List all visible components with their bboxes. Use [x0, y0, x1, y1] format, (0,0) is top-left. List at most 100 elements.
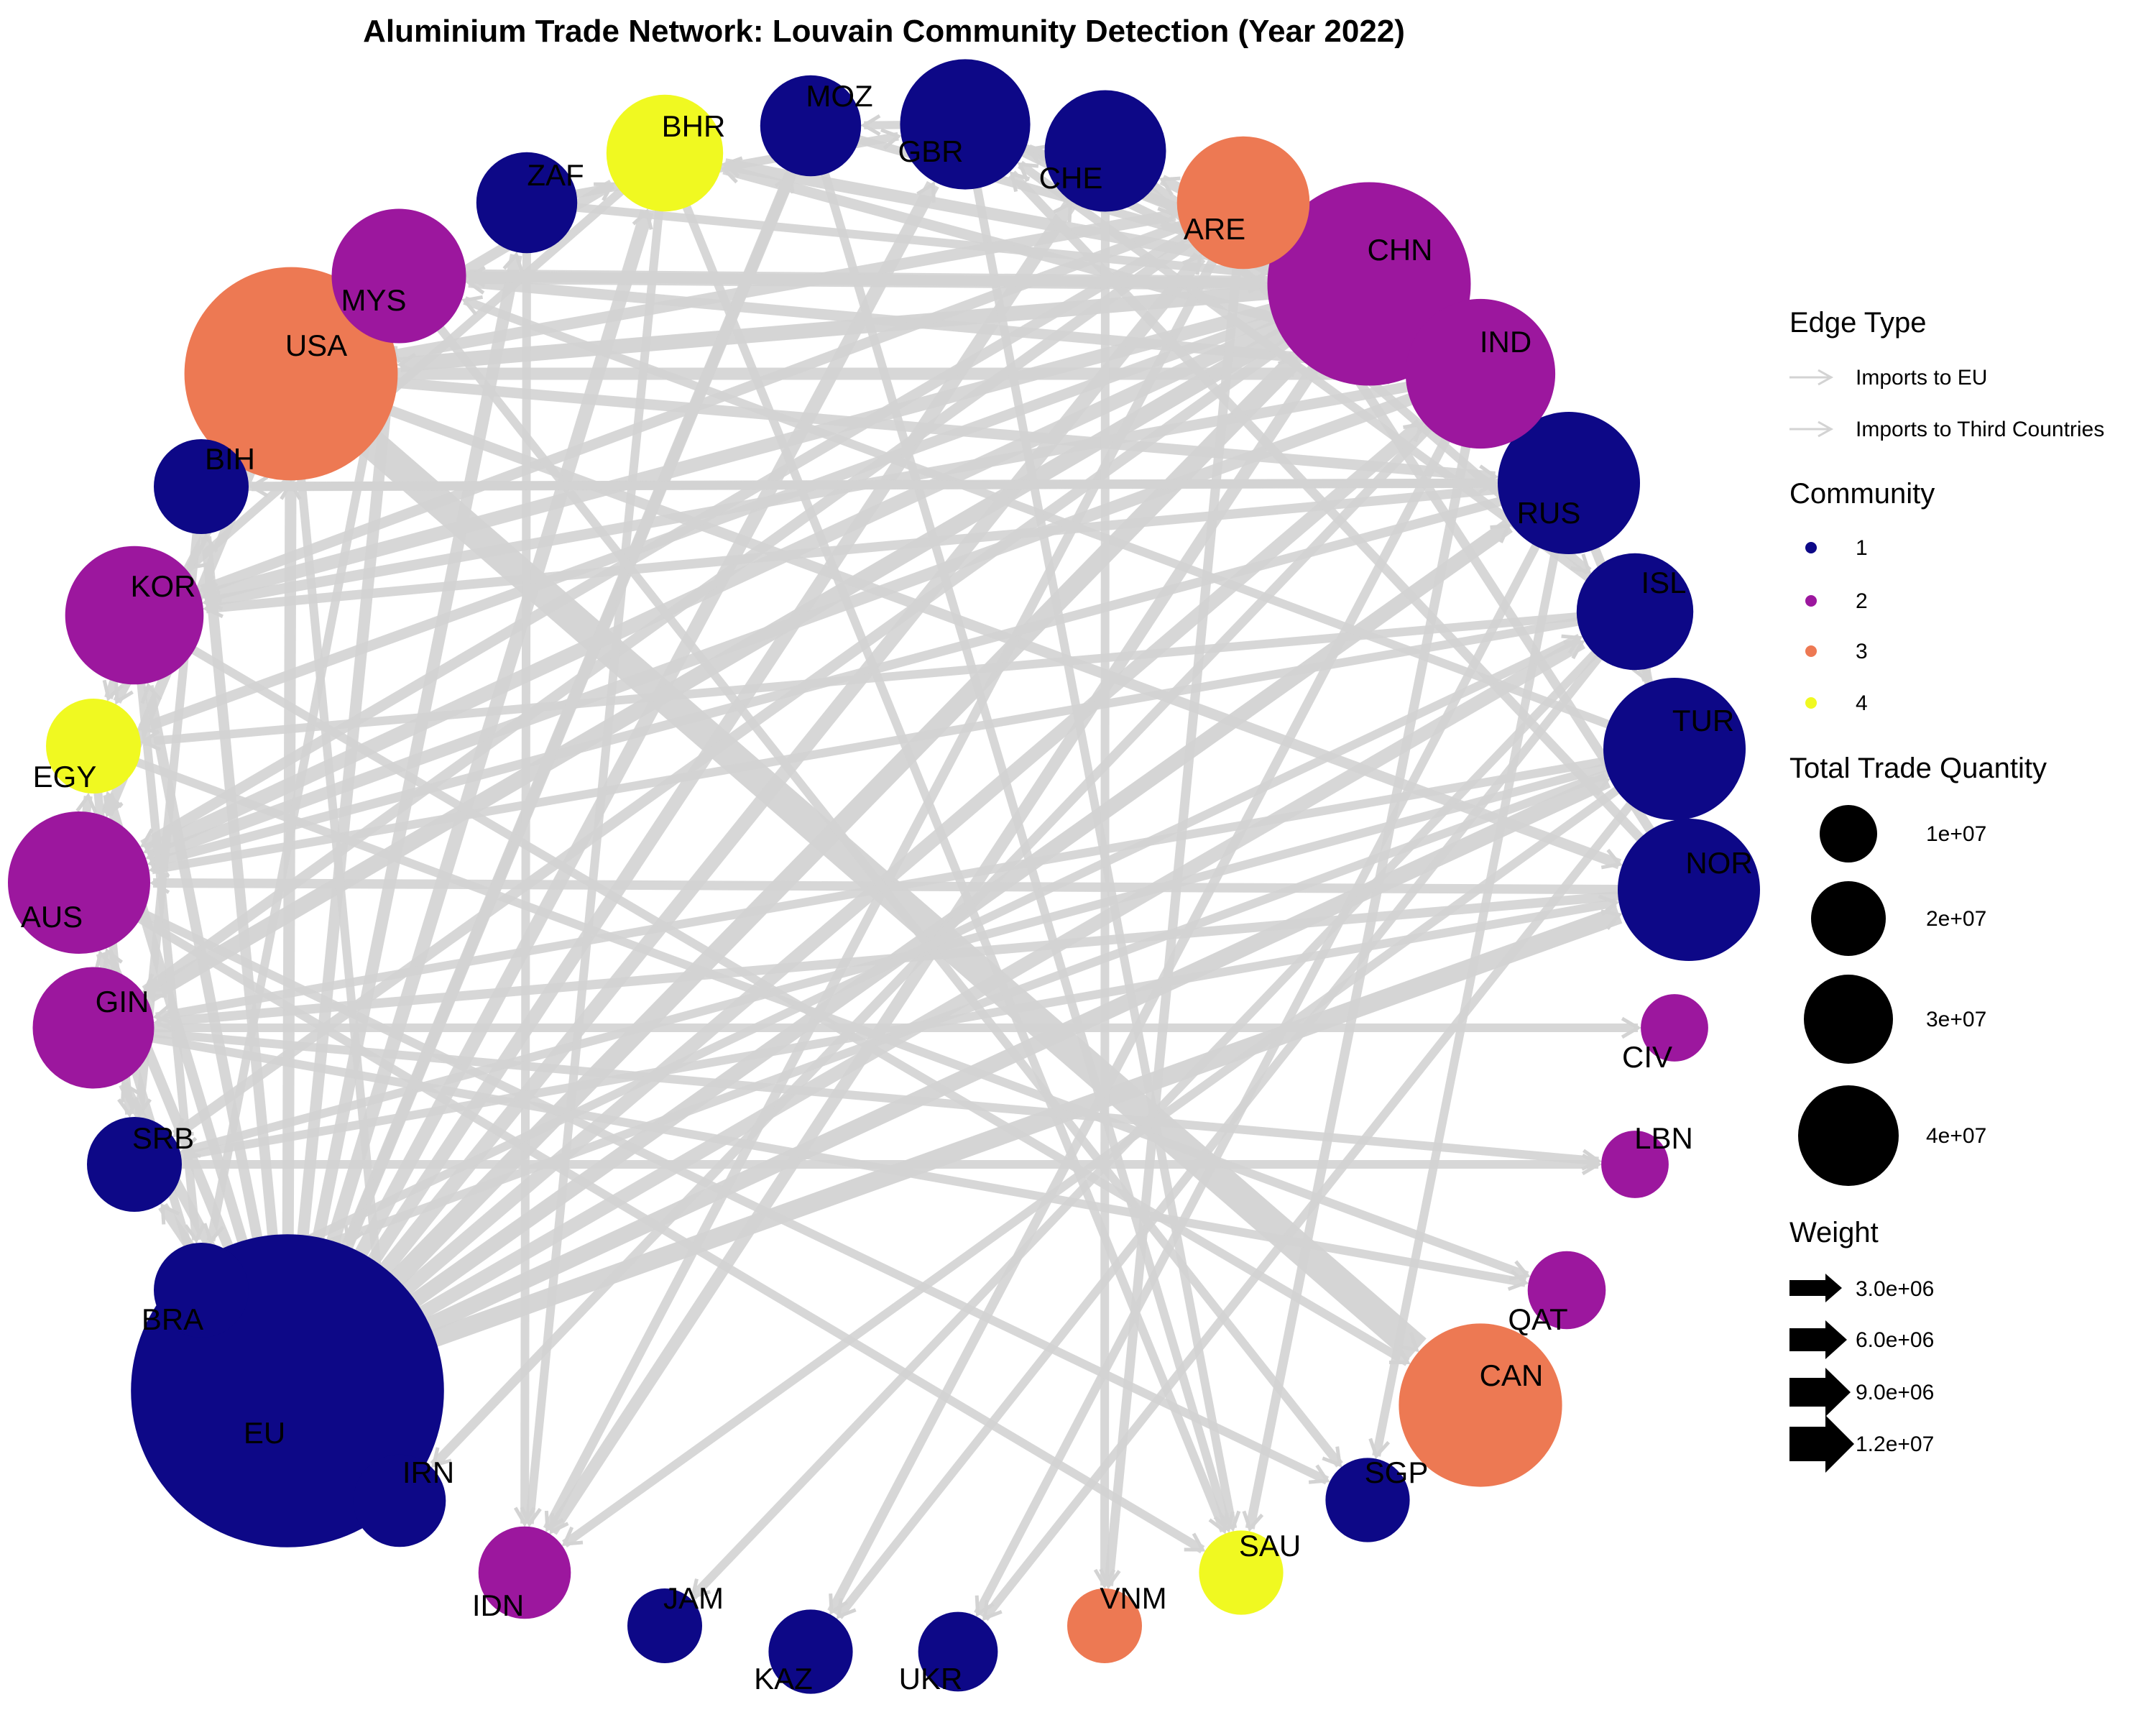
edge: [513, 202, 536, 1527]
edge-arrowhead: [1248, 272, 1268, 294]
edge: [134, 1153, 1603, 1176]
node-bra: [154, 1243, 249, 1338]
edge-arrowhead: [1478, 472, 1498, 494]
edge-line: [152, 878, 1690, 895]
node-sgp: [1325, 1458, 1410, 1542]
node-can: [1399, 1323, 1562, 1487]
edge-line: [660, 151, 1229, 1533]
node-egy: [46, 699, 141, 794]
node-label-ukr: UKR: [899, 1662, 963, 1696]
node-label-kor: KOR: [130, 569, 195, 603]
edge-line: [981, 746, 1678, 1622]
edge-line: [146, 368, 1483, 863]
legend-weight-label: 6.0e+06: [1856, 1328, 1934, 1352]
edge-arrowhead: [103, 796, 124, 818]
edge: [561, 745, 1677, 1548]
legend-size-label: 4e+07: [1926, 1124, 1986, 1148]
edge-line: [1103, 202, 1248, 1586]
node-gbr: [900, 59, 1031, 190]
legend-weight-arrow: [1789, 1274, 1842, 1302]
node-aus: [8, 811, 150, 954]
node-label-nor: NOR: [1685, 846, 1752, 880]
legend-weight-label: 1.2e+07: [1856, 1432, 1934, 1456]
node-label-irn: IRN: [402, 1455, 454, 1489]
node-kor: [65, 546, 204, 685]
node-tur: [1603, 678, 1746, 820]
edge: [132, 611, 1411, 1366]
edge-arrowhead: [344, 1225, 364, 1247]
edge: [1093, 150, 1116, 1589]
legend-community: Community 1 2 3 4: [1789, 478, 1935, 715]
node-sau: [1199, 1530, 1284, 1615]
edge-line: [199, 634, 1582, 1294]
node-ind: [1405, 298, 1556, 449]
legend-community-label: 2: [1856, 589, 1868, 613]
node-label-tur: TUR: [1672, 704, 1734, 737]
node-rus: [1498, 412, 1640, 554]
node-zaf: [476, 152, 578, 254]
legend-weight-arrow: [1789, 1415, 1854, 1473]
legend-arrowhead: [1818, 420, 1834, 438]
legend-weight-label: 3.0e+06: [1856, 1277, 1934, 1301]
edges-layer: [75, 114, 1695, 1622]
legend-weight-arrow: [1789, 1368, 1851, 1417]
edge-arrowhead: [544, 1510, 564, 1532]
edge-line: [546, 280, 1375, 1535]
edge-arrowhead: [1508, 1260, 1531, 1281]
edge-arrowhead: [202, 596, 224, 618]
node-label-sau: SAU: [1239, 1529, 1301, 1563]
edge-arrowhead: [1398, 1331, 1419, 1353]
node-label-gbr: GBR: [898, 134, 963, 168]
edge-arrowhead: [152, 1003, 174, 1025]
edge-arrowhead: [1208, 1512, 1229, 1535]
edge-line: [827, 371, 1485, 1614]
node-label-sgp: SGP: [1365, 1455, 1429, 1489]
node-srb: [87, 1117, 182, 1212]
edge-line: [1372, 482, 1573, 1457]
legend-community-swatch: [1805, 697, 1817, 709]
edge-line: [77, 878, 1330, 1485]
edge-line: [284, 773, 1611, 1399]
legend-community-title: Community: [1789, 478, 1935, 510]
legend-community-swatch: [1805, 595, 1817, 607]
node-label-gin: GIN: [96, 985, 149, 1018]
node-label-che: CHE: [1039, 161, 1103, 195]
edge-arrowhead: [1368, 1438, 1391, 1460]
node-label-rus: RUS: [1517, 496, 1581, 530]
node-label-moz: MOZ: [806, 79, 872, 113]
node-kaz: [768, 1609, 853, 1694]
node-label-egy: EGY: [33, 760, 97, 794]
legend-size-circle: [1804, 975, 1893, 1064]
edge-line: [543, 200, 1248, 1532]
edge-arrowhead: [520, 1506, 542, 1527]
edge-line: [395, 273, 1343, 1468]
edge-arrowhead: [1570, 553, 1592, 574]
legend-size-circle: [1798, 1085, 1899, 1186]
edge-arrowhead: [1158, 176, 1181, 196]
edge-arrowhead: [1242, 1510, 1264, 1532]
node-moz: [760, 75, 862, 177]
edge-line: [281, 362, 1427, 1361]
edge: [520, 152, 669, 1527]
edge: [981, 746, 1678, 1622]
edge: [199, 634, 1583, 1294]
edge-line: [247, 745, 1677, 1277]
legend-community-label: 4: [1856, 691, 1868, 715]
edge: [202, 478, 1570, 618]
nodes-layer: [8, 59, 1760, 1694]
edge-arrowhead: [75, 792, 98, 814]
edge-line: [961, 123, 1238, 1530]
edge-arrowhead: [982, 1599, 1003, 1622]
legend-size-label: 1e+07: [1926, 822, 1986, 846]
edge-arrowhead: [1598, 894, 1620, 916]
edge-line: [76, 878, 1205, 1554]
edge-line: [149, 478, 1570, 868]
edge-arrowhead: [1093, 1568, 1116, 1589]
node-irn: [353, 1454, 446, 1547]
edge-arrowhead: [1308, 1464, 1331, 1484]
edge-arrowhead: [1621, 1016, 1642, 1039]
legend-edge-type: Edge Type Imports to EU Imports to Third…: [1789, 307, 2104, 441]
node-label-chn: CHN: [1368, 233, 1433, 267]
node-vnm: [1067, 1588, 1142, 1663]
